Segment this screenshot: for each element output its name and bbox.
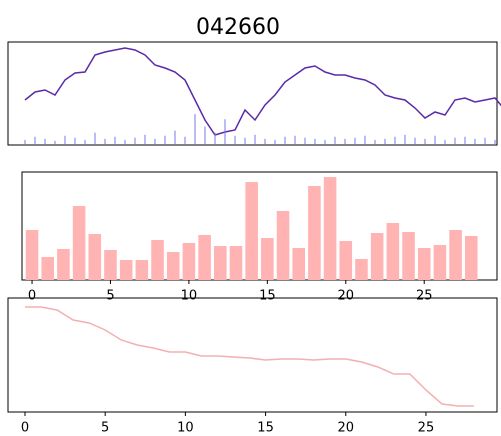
- bar: [119, 260, 133, 280]
- x-tick-label: 5: [106, 289, 114, 304]
- bar: [229, 246, 243, 280]
- bar: [449, 230, 462, 280]
- x-tick-label: 25: [416, 289, 433, 304]
- bar: [88, 234, 102, 280]
- line: [25, 306, 475, 407]
- bar: [198, 235, 211, 280]
- bar: [214, 246, 227, 280]
- bar: [261, 238, 274, 280]
- bar: [104, 250, 117, 280]
- bar: [25, 230, 39, 280]
- bar: [72, 206, 86, 280]
- bar: [386, 223, 400, 280]
- bar: [308, 186, 321, 280]
- bar: [292, 248, 305, 280]
- x-tick-label: 10: [181, 289, 198, 304]
- bar: [433, 245, 447, 280]
- x-tick-label: 25: [418, 421, 435, 436]
- x-tick-label: 20: [337, 421, 354, 436]
- x-tick-label: 20: [338, 289, 355, 304]
- plot-frame: [21, 171, 498, 281]
- bar: [135, 260, 149, 280]
- bar: [182, 243, 196, 280]
- plot-frame: [7, 297, 498, 413]
- bar: [41, 257, 55, 280]
- plot-frame: [7, 41, 498, 146]
- bar: [402, 232, 415, 280]
- bar: [276, 211, 290, 280]
- bar: [245, 182, 258, 280]
- bar: [166, 252, 180, 280]
- x-tick-label: 0: [21, 421, 29, 436]
- x-tick-label: 5: [101, 421, 109, 436]
- bar: [57, 249, 70, 280]
- chart-title: 042660: [196, 15, 280, 40]
- x-tick-label: 10: [177, 421, 194, 436]
- bar: [370, 233, 384, 280]
- bar: [417, 248, 431, 280]
- bar: [464, 236, 478, 280]
- bar: [339, 241, 353, 280]
- bar: [151, 240, 164, 280]
- x-tick-label: 15: [259, 289, 276, 304]
- x-tick-label: 15: [257, 421, 274, 436]
- x-tick-label: 0: [28, 289, 36, 304]
- bar: [323, 177, 337, 280]
- price-line: [24, 47, 501, 136]
- bar: [355, 259, 368, 280]
